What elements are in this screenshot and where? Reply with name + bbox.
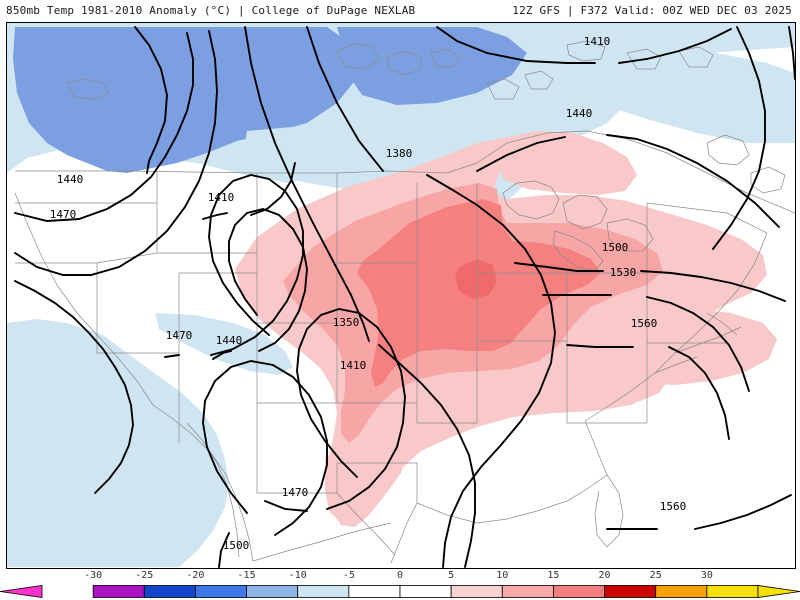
- colorbar-segment: [92, 585, 145, 598]
- colorbar-segment: [399, 585, 452, 598]
- contour-labels: 1410 1440 1380 1440 1410 1470 1500 1530 …: [50, 35, 687, 552]
- contour-label: 1560: [660, 500, 687, 513]
- height-contours: [14, 26, 795, 568]
- colorbar-tick: 15: [547, 570, 560, 581]
- contour-label: 1560: [631, 317, 658, 330]
- colorbar-gradient[interactable]: [0, 585, 800, 598]
- colorbar-segment: [706, 585, 759, 598]
- warm-band-south-tail: [325, 435, 407, 527]
- cold-anomaly-pacific: [7, 313, 293, 567]
- colorbar-tick: 20: [598, 570, 611, 581]
- page-title: 850mb Temp 1981-2010 Anomaly (°C) | Coll…: [6, 4, 416, 17]
- map-header: 850mb Temp 1981-2010 Anomaly (°C) | Coll…: [0, 0, 800, 22]
- contour-label: 1500: [602, 241, 629, 254]
- model-run-info: 12Z GFS | F372 Valid: 00Z WED DEC 03 202…: [512, 4, 792, 17]
- contour-label: 1440: [566, 107, 593, 120]
- contour-label: 1380: [386, 147, 413, 160]
- map-canvas[interactable]: 1410 1440 1380 1440 1410 1470 1500 1530 …: [6, 22, 796, 569]
- colorbar-tick: 0: [396, 570, 404, 581]
- colorbar-segment: [655, 585, 708, 598]
- colorbar-tick: -25: [135, 570, 154, 581]
- colorbar-segment: [195, 585, 247, 598]
- contour-label: 1410: [340, 359, 367, 372]
- colorbar-tick: -5: [342, 570, 355, 581]
- contour-label: 1530: [610, 266, 637, 279]
- cold-band-light-3: [527, 47, 795, 143]
- map-svg: 1410 1440 1380 1440 1410 1470 1500 1530 …: [7, 23, 795, 568]
- cold-band-socal: [155, 313, 293, 375]
- colorbar-tick: -20: [186, 570, 205, 581]
- contour-label: 1500: [223, 539, 250, 552]
- colorbar-segment: [246, 585, 299, 598]
- contour-label: 1470: [50, 208, 77, 221]
- warm-band-5-10-ne: [495, 131, 637, 195]
- warm-band-core-cell: [455, 259, 497, 299]
- colorbar-tick: -10: [288, 570, 307, 581]
- colorbar-svg: [0, 585, 800, 598]
- colorbar-tick: -30: [84, 570, 103, 581]
- colorbar-segment: [501, 585, 554, 598]
- colorbar-tick: 30: [700, 570, 713, 581]
- warm-anomaly-shading: [235, 131, 777, 527]
- colorbar-tick: 10: [496, 570, 509, 581]
- contour-label: 1470: [282, 486, 309, 499]
- cold-band-pacific-light-2: [7, 353, 171, 567]
- colorbar-tick: 5: [448, 570, 455, 581]
- colorbar-segment: [297, 585, 350, 598]
- geography-borders: [14, 40, 795, 564]
- contour-label: 1440: [216, 334, 243, 347]
- colorbar-over-arrow: [757, 585, 800, 598]
- colorbar: -30 -25 -20 -15 -10 -5 0 5 10 15 20 25 30: [0, 570, 800, 600]
- colorbar-segment: [553, 585, 605, 598]
- colorbar-segment: [450, 585, 503, 598]
- contour-label: 1350: [333, 316, 360, 329]
- colorbar-tick-labels: -30 -25 -20 -15 -10 -5 0 5 10 15 20 25 30: [0, 570, 800, 584]
- colorbar-segment: [143, 585, 196, 598]
- contour-label: 1470: [166, 329, 193, 342]
- contour-label: 1440: [57, 173, 84, 186]
- colorbar-under-arrow: [0, 585, 43, 598]
- contour-label: 1410: [208, 191, 235, 204]
- colorbar-tick: 25: [649, 570, 662, 581]
- colorbar-segment: [604, 585, 657, 598]
- colorbar-tick: -15: [237, 570, 256, 581]
- contour-label: 1410: [584, 35, 611, 48]
- colorbar-segment: [348, 585, 401, 598]
